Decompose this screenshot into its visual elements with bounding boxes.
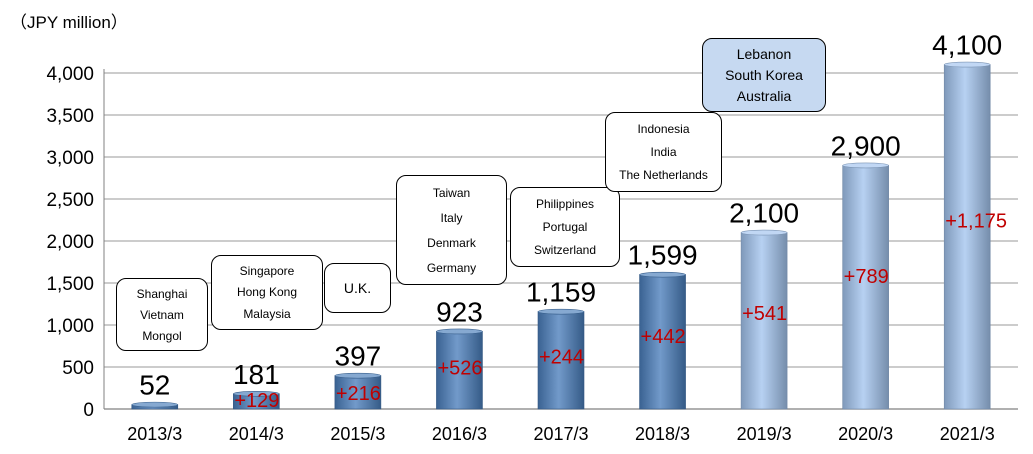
note-2015: U.K. [324,263,391,313]
increment-label-2016/3: +526 [437,357,482,379]
note-2013: Shanghai Vietnam Mongol [116,278,208,351]
increment-label-2018/3: +442 [641,326,686,348]
note-2018-line-2: India [650,144,677,159]
note-2018-line-1: Indonesia [637,121,690,136]
x-tick-label-2015/3: 2015/3 [330,424,385,444]
y-tick-label-1500: 1,500 [46,274,94,295]
note-2016-line-1: Taiwan [432,185,471,200]
note-2016-line-3: Denmark [427,235,476,250]
note-2017-line-2: Portugal [542,219,588,234]
bar-cap-2019/3 [740,229,788,236]
increment-label-2019/3: +541 [742,303,787,325]
note-2016-line-2: Italy [440,210,463,225]
value-label-2021/3: 4,100 [932,30,1002,61]
note-2017-line-3: Switzerland [533,243,597,258]
bar-cap-2015/3 [334,372,382,379]
x-tick-label-2018/3: 2018/3 [635,424,690,444]
x-tick-label-2020/3: 2020/3 [838,424,893,444]
y-tick-label-3000: 3,000 [46,148,94,169]
note-2019-line-2: South Korea [725,66,803,83]
note-2014-line-3: Malaysia [243,307,291,322]
note-2013-line-2: Vietnam [140,307,184,322]
bar-2015/3 [334,375,382,410]
bar-2021/3 [943,64,991,410]
note-2019: Lebanon South Korea Australia [702,38,826,112]
note-2018-line-3: The Netherlands [619,168,708,183]
note-2013-line-1: Shanghai [136,286,188,301]
note-2019-line-3: Australia [736,88,792,105]
bar-2020/3 [842,165,889,410]
y-tick-label-2500: 2,500 [46,190,94,211]
note-2016-line-4: Germany [426,260,477,275]
bar-cap-2018/3 [639,271,686,278]
bar-cap-2021/3 [943,61,991,68]
x-tick-label-2019/3: 2019/3 [737,424,792,444]
y-tick-label-0: 0 [83,400,94,421]
bar-2019/3 [740,232,788,410]
note-2015-line-1: U.K. [343,280,372,296]
x-tick-label-2016/3: 2016/3 [432,424,487,444]
bar-cap-2014/3 [233,390,280,397]
value-label-2016/3: 923 [436,296,483,327]
note-2018: Indonesia India The Netherlands [605,112,722,192]
value-label-2017/3: 1,159 [526,277,596,308]
note-2017: Philippines Portugal Switzerland [510,187,620,267]
value-label-2014/3: 181 [233,359,280,390]
increment-label-2015/3: +216 [336,383,381,405]
note-2014: Singapore Hong Kong Malaysia [211,255,323,330]
y-tick-label-4000: 4,000 [46,64,94,85]
bar-2016/3 [436,331,483,410]
bar-2017/3 [537,311,585,410]
note-2017-line-1: Philippines [535,196,595,211]
bar-cap-2020/3 [842,162,889,169]
bar-cap-2013/3 [131,401,179,408]
y-tick-label-1000: 1,000 [46,316,94,337]
y-tick-label-2000: 2,000 [46,232,94,253]
increment-label-2017/3: +244 [539,346,584,368]
note-2014-line-1: Singapore [239,263,295,278]
unit-label: （JPY million） [10,13,128,32]
increment-label-2020/3: +789 [844,266,889,288]
note-2016: Taiwan Italy Denmark Germany [396,175,507,285]
note-2019-line-1: Lebanon [736,45,792,62]
y-tick-label-3500: 3,500 [46,106,94,127]
increment-label-2014/3: +129 [234,390,279,412]
note-2013-line-3: Mongol [142,328,182,343]
bar-cap-2017/3 [537,308,585,315]
bar-cap-2016/3 [436,328,483,335]
x-tick-label-2021/3: 2021/3 [940,424,995,444]
bar-2018/3 [639,274,686,410]
y-tick-label-500: 500 [62,358,94,379]
x-tick-label-2013/3: 2013/3 [127,424,182,444]
note-2014-line-2: Hong Kong [236,285,298,300]
increment-label-2021/3: +1,175 [945,211,1007,233]
value-label-2013/3: 52 [139,370,170,401]
value-label-2018/3: 1,599 [628,240,698,271]
x-tick-label-2014/3: 2014/3 [229,424,284,444]
x-tick-label-2017/3: 2017/3 [533,424,588,444]
value-label-2019/3: 2,100 [729,198,799,229]
value-label-2020/3: 2,900 [831,130,901,161]
value-label-2015/3: 397 [335,341,382,372]
